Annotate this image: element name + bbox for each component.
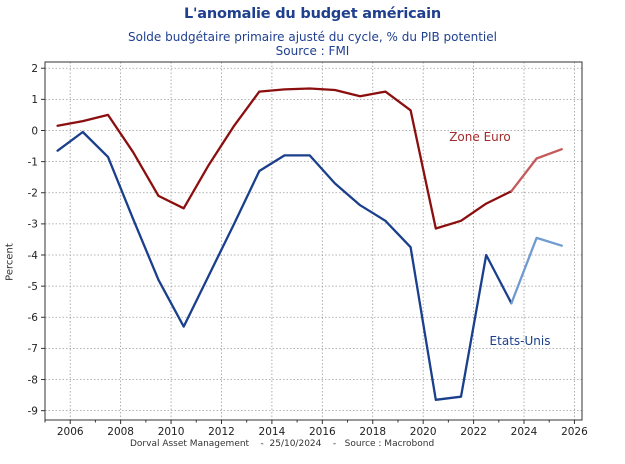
x-tick-label: 2020 — [410, 426, 437, 438]
grid-lines — [45, 62, 582, 420]
y-tick-label: -8 — [28, 374, 38, 386]
series-forecast-zone-euro — [510, 148, 563, 193]
y-tick-label: -6 — [28, 312, 39, 324]
series-label-zone-euro: Zone Euro — [449, 130, 511, 144]
series-lines — [56, 87, 563, 401]
y-tick-label: 1 — [31, 94, 38, 106]
series-label-etats-unis: Etats-Unis — [490, 334, 551, 348]
series-labels: Zone Euro Etats-Unis — [449, 130, 550, 348]
x-tick-label: 2012 — [208, 426, 235, 438]
y-tick-label: -3 — [28, 219, 38, 231]
series-line-zone-euro — [56, 87, 513, 230]
y-tick-label: -7 — [28, 343, 38, 355]
y-tick-label: 2 — [31, 63, 38, 75]
chart-subtitle: Solde budgétaire primaire ajusté du cycl… — [128, 30, 497, 44]
y-tick-label: -5 — [28, 281, 38, 293]
x-tick-label: 2024 — [511, 426, 538, 438]
x-tick-label: 2026 — [561, 426, 588, 438]
x-tick-label: 2018 — [359, 426, 386, 438]
y-tick-label: -9 — [28, 405, 38, 417]
x-tick-label: 2008 — [107, 426, 134, 438]
plot-area-frame — [44, 61, 583, 421]
chart-title: L'anomalie du budget américain — [183, 6, 441, 22]
x-tick-label: 2022 — [460, 426, 487, 438]
chart-source: Source : FMI — [275, 44, 350, 58]
x-tick-label: 2014 — [259, 426, 286, 438]
x-tick-label: 2006 — [57, 426, 84, 438]
chart-footer: Dorval Asset Management - 25/10/2024 - S… — [130, 439, 435, 449]
series-forecast-etats-unis — [510, 236, 563, 305]
x-tick-label: 2016 — [309, 426, 336, 438]
y-tick-label: -1 — [28, 156, 38, 168]
y-tick-label: -2 — [28, 188, 38, 200]
axis-ticks: 2 1 0 -1 -2 -3 -4 -5 -6 -7 -8 -9 2006 2008 2010 2012 201… — [28, 63, 589, 438]
series-line-etats-unis — [56, 130, 513, 401]
x-tick-label: 2010 — [158, 426, 185, 438]
y-tick-label: -4 — [28, 250, 39, 262]
y-tick-label: 0 — [31, 125, 38, 137]
